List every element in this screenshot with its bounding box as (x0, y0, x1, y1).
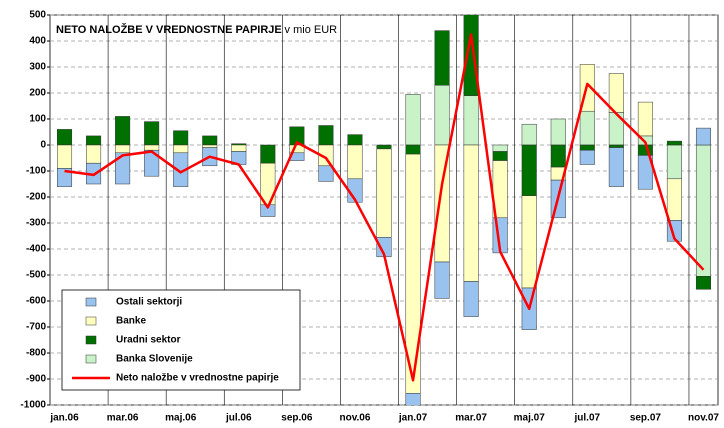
bar (608, 147, 624, 187)
title: NETO NALOŽBE V VREDNOSTNE PAPIRJE (56, 23, 282, 36)
bar (434, 30, 450, 86)
bar (463, 144, 479, 282)
bar (521, 195, 537, 289)
legend-swatch (85, 335, 97, 345)
bar (637, 101, 653, 137)
bar (463, 281, 479, 317)
bar (347, 144, 363, 180)
x-tick-label: jan.06 (49, 413, 79, 424)
bar (318, 125, 334, 146)
bar (144, 144, 160, 151)
bar (608, 144, 624, 148)
bar (347, 134, 363, 146)
y-tick-label: 0 (40, 140, 46, 151)
bar (666, 178, 682, 221)
y-tick-label: 500 (29, 10, 46, 21)
bar (202, 135, 218, 146)
line (64, 33, 705, 382)
chart-title: NETO NALOŽBE V VREDNOSTNE PAPIRJE v mio … (56, 23, 337, 36)
bar (463, 15, 479, 96)
bar (405, 144, 421, 155)
bar (115, 144, 131, 154)
legend-label: Banke (116, 316, 146, 327)
bar (115, 152, 131, 185)
y-tick-label: -1000 (20, 400, 46, 411)
y-tick-label: 100 (29, 114, 46, 125)
bar (173, 130, 189, 146)
x-tick-label: nov.07 (688, 413, 719, 424)
legend-swatch (85, 316, 97, 326)
bar (695, 127, 711, 146)
bar (231, 144, 247, 152)
bar (608, 73, 624, 113)
bar (57, 144, 73, 169)
x-tick-label: sep.07 (630, 413, 662, 424)
bar (579, 149, 595, 165)
x-tick-label: jan.07 (398, 413, 428, 424)
legend-label: Neto naložbe v vrednostne papirje (116, 373, 279, 384)
bar (260, 144, 276, 164)
bar (579, 110, 595, 146)
bar (202, 144, 218, 148)
bar (173, 144, 189, 154)
bar (376, 148, 392, 238)
bar (521, 123, 537, 146)
y-tick-label: -500 (26, 270, 46, 281)
bar (550, 144, 566, 168)
subtitle: v mio EUR (285, 24, 338, 36)
x-tick-label: nov.06 (339, 413, 370, 424)
legend-box (61, 289, 301, 391)
bar (695, 276, 711, 290)
y-tick-label: -100 (26, 166, 46, 177)
y-tick-label: -800 (26, 348, 46, 359)
bar (492, 144, 508, 152)
bar (144, 149, 160, 177)
bar (434, 84, 450, 146)
x-tick-label: mar.06 (107, 413, 139, 424)
legend-swatch (85, 297, 97, 307)
x-tick-label: jul.06 (225, 413, 252, 424)
bar (405, 94, 421, 146)
y-tick-label: -600 (26, 296, 46, 307)
bar (666, 144, 682, 180)
bar (695, 144, 711, 277)
bar (86, 135, 102, 146)
bar (550, 118, 566, 146)
bar (521, 144, 537, 196)
y-tick-label: -300 (26, 218, 46, 229)
y-tick-label: 300 (29, 62, 46, 73)
x-tick-label: maj.06 (165, 413, 197, 424)
legend-label: Banka Slovenije (116, 354, 193, 365)
y-tick-label: -700 (26, 322, 46, 333)
bar (463, 95, 479, 146)
x-tick-label: maj.07 (514, 413, 546, 424)
y-tick-label: -400 (26, 244, 46, 255)
y-tick-label: 400 (29, 36, 46, 47)
bar (637, 155, 653, 190)
bar (434, 261, 450, 299)
legend-swatch (85, 354, 97, 364)
legend-label: Uradni sektor (116, 335, 181, 346)
bar (115, 116, 131, 146)
bar (57, 168, 73, 187)
bar (492, 151, 508, 161)
bar (57, 129, 73, 146)
bar (144, 121, 160, 146)
bar (86, 144, 102, 164)
x-tick-label: jul.07 (574, 413, 601, 424)
x-tick-label: sep.06 (281, 413, 313, 424)
x-tick-label: mar.07 (455, 413, 487, 424)
y-tick-label: 200 (29, 88, 46, 99)
legend-label: Ostali sektorji (116, 297, 182, 308)
bar (579, 144, 595, 151)
bar (376, 144, 392, 150)
bar (405, 393, 421, 405)
y-tick-label: -900 (26, 374, 46, 385)
y-tick-label: -200 (26, 192, 46, 203)
bar (666, 140, 682, 146)
bar (318, 165, 334, 182)
